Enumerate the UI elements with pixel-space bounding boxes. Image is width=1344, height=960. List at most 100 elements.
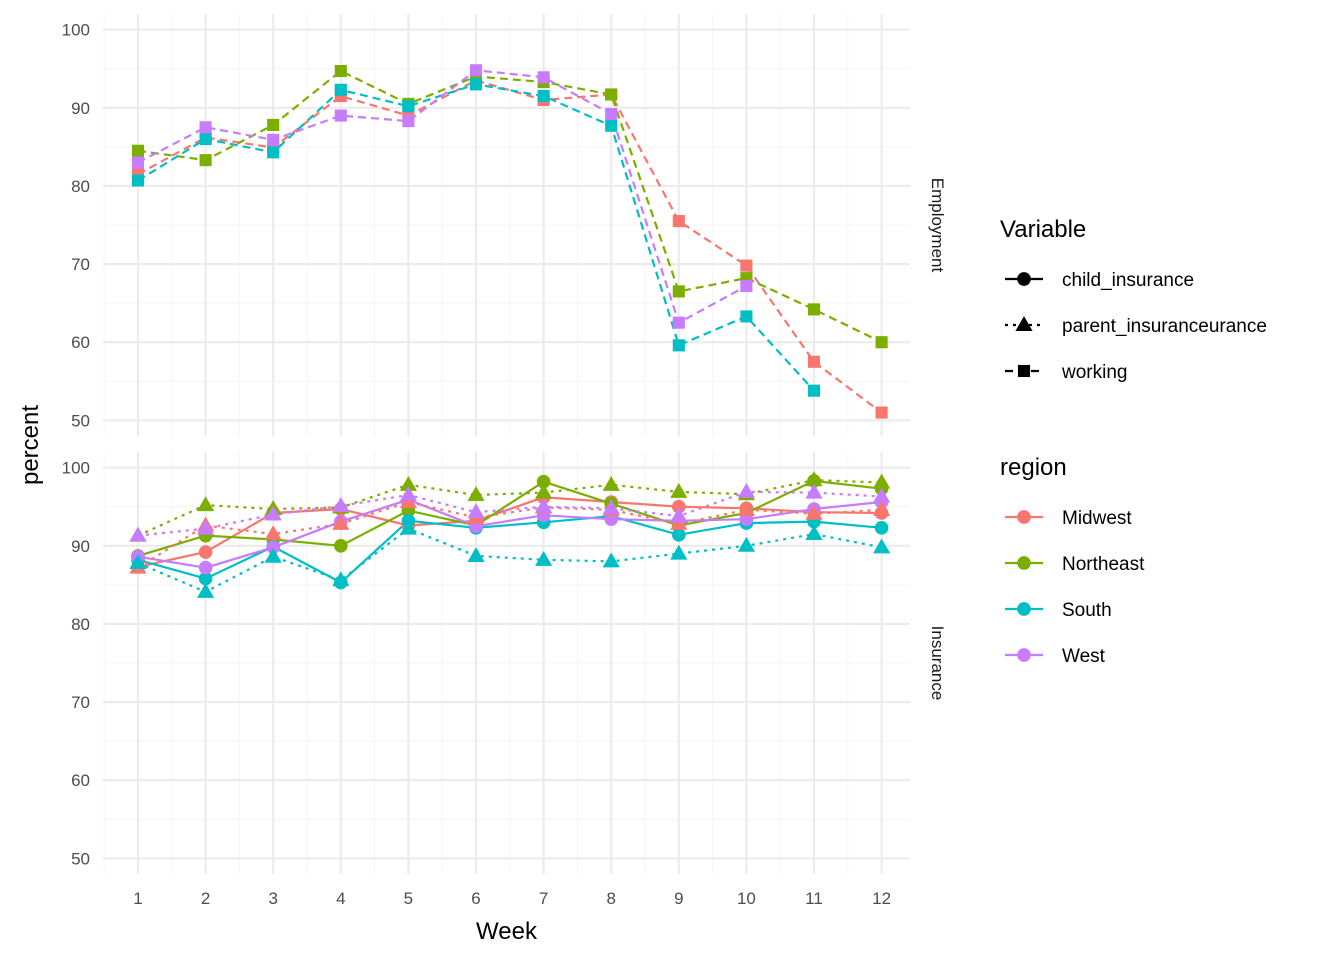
data-point [129, 526, 147, 542]
data-point [535, 550, 553, 566]
minor-gridlines [103, 14, 910, 436]
series-line-west-parent_insuranceurance [137, 490, 882, 537]
data-point [805, 504, 823, 520]
data-point [199, 132, 212, 146]
data-point [672, 316, 685, 329]
data-point [399, 475, 417, 491]
data-point [805, 525, 823, 541]
x-tick-label: 2 [201, 889, 210, 908]
data-point [875, 336, 888, 349]
data-point [670, 507, 688, 523]
data-point [199, 154, 212, 167]
legend-key-marker [1017, 364, 1031, 378]
data-point [805, 471, 823, 487]
y-tick-label: 50 [71, 411, 90, 430]
y-tick-label: 80 [71, 177, 90, 196]
x-tick-label: 12 [872, 889, 891, 908]
legend-key-marker [1015, 316, 1033, 332]
legend-key-marker [1017, 556, 1031, 570]
y-axis-title: percent [17, 405, 44, 485]
chart-panels: 50 60 70 80 90 100 Employment 50 60 70 80 90 100 Insu… [62, 14, 947, 874]
data-point [467, 486, 485, 501]
y-tick-label: 100 [62, 459, 90, 478]
legend-key-marker [1017, 602, 1031, 616]
minor-gridlines [103, 452, 910, 874]
data-point [672, 215, 685, 228]
data-point [670, 515, 688, 530]
data-point [469, 78, 483, 91]
data-point [264, 525, 282, 541]
data-point [671, 528, 686, 542]
legend-variable-title: Variable [1000, 216, 1086, 243]
series-points [131, 64, 888, 419]
x-tick-label: 7 [539, 889, 548, 908]
data-point [737, 536, 755, 552]
legend-key-marker [1017, 272, 1031, 286]
data-point [602, 552, 620, 568]
data-point [198, 545, 213, 559]
series-line-west-child_insurance [137, 498, 882, 569]
legend-key-marker [1017, 510, 1031, 524]
data-point [469, 64, 483, 77]
data-point [129, 554, 147, 569]
data-point [875, 406, 888, 419]
series-line-midwest-working [137, 79, 883, 414]
legend-region-label: Midwest [1062, 508, 1132, 529]
x-tick-label: 1 [133, 889, 142, 908]
legend-region-item: Midwest [1005, 508, 1132, 529]
data-point [334, 64, 347, 78]
x-axis-title: Week [476, 918, 538, 945]
series-line-midwest-parent_insuranceurance [137, 500, 882, 569]
y-tick-label: 90 [71, 537, 90, 556]
x-tick-label: 3 [268, 889, 277, 908]
data-point [198, 571, 213, 586]
y-tick-label: 50 [71, 849, 90, 868]
data-point [467, 547, 485, 562]
x-axis: 1 2 3 4 5 6 7 8 9 10 11 12 [133, 889, 891, 908]
data-point [399, 519, 417, 535]
x-tick-label: 8 [606, 889, 615, 908]
legend-variable-item: parent_insuranceurance [1005, 316, 1267, 337]
legend-region-title: region [1000, 454, 1067, 481]
data-point [672, 339, 685, 352]
data-point [805, 483, 823, 499]
data-point [602, 499, 620, 515]
series-lines [137, 478, 882, 594]
series-line-northeast-child_insurance [137, 479, 882, 557]
data-point [334, 109, 347, 122]
data-point [197, 519, 215, 535]
data-point [874, 520, 889, 535]
facet-strip-label: Insurance [928, 626, 947, 701]
data-point [737, 500, 755, 516]
data-point [740, 310, 753, 323]
data-point [670, 544, 688, 560]
data-point [267, 146, 280, 159]
series-line-south-child_insurance [137, 514, 882, 584]
series-line-northeast-parent_insuranceurance [137, 478, 882, 537]
y-tick-label: 70 [71, 255, 90, 274]
panel-insurance: 50 60 70 80 90 100 Insurance [62, 452, 947, 874]
panel-employment: 50 60 70 80 90 100 Employment [62, 14, 947, 436]
data-point [131, 174, 145, 187]
facet-strip-label: Employment [928, 178, 947, 273]
data-point [267, 133, 280, 146]
data-point [199, 121, 212, 134]
data-point [807, 303, 821, 316]
series-line-south-parent_insuranceurance [137, 527, 882, 594]
legend: Variable region child_insurance parent_in… [1000, 216, 1267, 667]
data-point [737, 482, 755, 498]
data-point [535, 497, 553, 513]
data-point [670, 482, 688, 498]
series-line-northeast-working [137, 69, 883, 344]
data-point [536, 474, 551, 489]
legend-region-item: South [1005, 600, 1112, 621]
data-point [399, 486, 417, 501]
data-point [131, 156, 145, 169]
data-point [740, 259, 753, 272]
data-point [537, 71, 550, 84]
y-tick-label: 70 [71, 693, 90, 712]
data-point [537, 90, 550, 103]
data-point [332, 515, 350, 530]
data-point [264, 547, 282, 563]
